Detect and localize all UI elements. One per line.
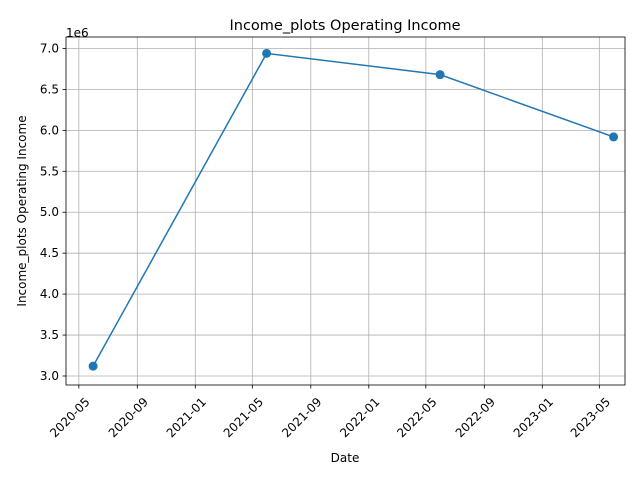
y-tick-label: 5.0 bbox=[40, 205, 59, 219]
y-axis-label: Income_plots Operating Income bbox=[15, 115, 29, 306]
x-tick-label: 2020-09 bbox=[106, 395, 151, 440]
data-point bbox=[609, 132, 619, 142]
y-axis-ticks: 3.0 3.5 4.0 4.5 5.0 5.5 6.0 6.5 7.0 bbox=[40, 41, 66, 383]
x-tick-label: 2022-05 bbox=[394, 395, 439, 440]
y-tick-label: 3.5 bbox=[40, 328, 59, 342]
y-tick-label: 6.5 bbox=[40, 82, 59, 96]
x-tick-label: 2023-01 bbox=[511, 395, 556, 440]
x-tick-label: 2021-05 bbox=[221, 395, 266, 440]
x-tick-label: 2023-05 bbox=[568, 395, 613, 440]
plot-frame bbox=[65, 36, 626, 386]
x-axis-ticks: 2020-05 2020-09 2021-01 2021-05 2021-09 2022-… bbox=[47, 385, 613, 440]
series-line-path bbox=[92, 52, 614, 367]
y-tick-label: 7.0 bbox=[40, 41, 59, 55]
y-tick-label: 4.5 bbox=[40, 246, 59, 260]
y-tick-label: 3.0 bbox=[40, 369, 59, 383]
x-tick-label: 2021-01 bbox=[164, 395, 209, 440]
data-point bbox=[88, 361, 98, 371]
data-point bbox=[435, 70, 445, 80]
series-points bbox=[88, 48, 619, 371]
x-tick-label: 2021-09 bbox=[279, 395, 324, 440]
chart-title: Income_plots Operating Income bbox=[229, 18, 460, 34]
grid bbox=[66, 37, 625, 385]
y-tick-label: 6.0 bbox=[40, 123, 59, 137]
y-tick-label: 4.0 bbox=[40, 287, 59, 301]
x-tick-label: 2022-09 bbox=[453, 395, 498, 440]
x-tick-label: 2022-01 bbox=[337, 395, 382, 440]
data-point bbox=[262, 48, 272, 58]
y-tick-label: 5.5 bbox=[40, 164, 59, 178]
x-axis-label: Date bbox=[331, 451, 360, 465]
series-line bbox=[92, 52, 614, 367]
x-tick-label: 2020-05 bbox=[47, 395, 92, 440]
y-offset-label: 1e6 bbox=[66, 26, 89, 40]
